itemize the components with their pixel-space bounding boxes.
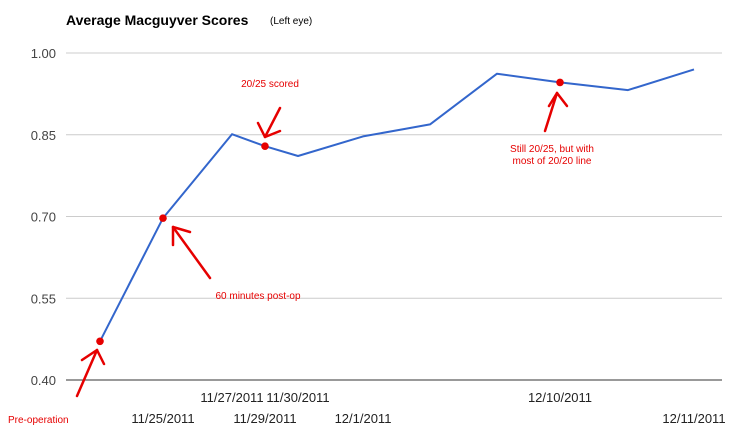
annotation-arrowhead — [547, 91, 569, 108]
series-lines — [99, 68, 695, 342]
annotation-label: Pre-operation — [8, 415, 69, 426]
annotations: Pre-operation 60 minutes post-op 20/25 sco… — [8, 78, 594, 426]
x-tick-label: 12/1/2011 — [335, 411, 392, 426]
annotation-marker — [159, 214, 167, 222]
x-tick-label: 12/11/2011 — [662, 411, 725, 426]
annotation-arrowhead — [80, 348, 106, 366]
gridlines — [66, 52, 722, 381]
x-tick-label: 12/10/2011 — [528, 390, 592, 405]
y-tick-label: 0.40 — [31, 373, 56, 388]
annotation-label: Still 20/25, but with most of 20/20 line — [510, 144, 594, 167]
chart-title: Average Macguyver Scores — [66, 12, 249, 28]
x-tick-label: 11/25/2011 — [131, 411, 194, 426]
annotation-arrow — [263, 106, 282, 139]
annotation-arrow — [543, 91, 559, 133]
chart-subtitle: (Left eye) — [270, 16, 312, 27]
annotation-label: 20/25 scored — [241, 79, 299, 90]
x-tick-label: 11/29/2011 — [233, 411, 296, 426]
y-tick-label: 0.85 — [31, 128, 56, 143]
annotation-marker — [556, 78, 564, 87]
x-axis-ticks: 11/25/2011 11/27/2011 11/29/2011 11/30/2011… — [131, 390, 725, 426]
series-line — [99, 68, 695, 342]
x-tick-label: 11/27/2011 — [200, 390, 263, 405]
y-tick-label: 0.70 — [31, 210, 56, 225]
x-tick-label: 11/30/2011 — [266, 390, 329, 405]
annotation-marker — [96, 337, 104, 346]
annotation-label: 60 minutes post-op — [215, 291, 300, 302]
annotation-marker — [261, 142, 269, 150]
annotation-arrow — [75, 348, 99, 398]
y-tick-label: 0.55 — [31, 291, 56, 306]
y-axis-ticks: 1.00 0.85 0.70 0.55 0.40 — [31, 46, 56, 388]
annotation-arrowhead — [256, 121, 282, 139]
annotation-arrow — [171, 225, 212, 280]
annotation-arrowhead — [171, 225, 192, 247]
y-tick-label: 1.00 — [31, 46, 56, 61]
